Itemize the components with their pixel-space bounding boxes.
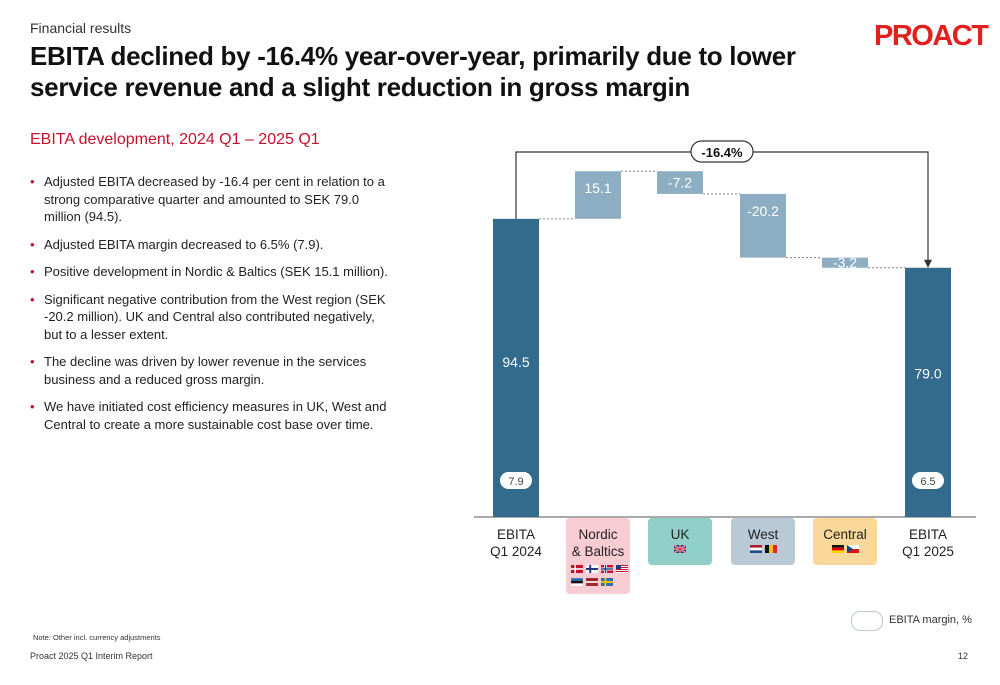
margin-label: 7.9 (508, 476, 523, 488)
flag-part (616, 565, 628, 566)
data-label: 79.0 (914, 365, 941, 381)
bullet-item: We have initiated cost efficiency measur… (30, 398, 395, 433)
flag-part (773, 545, 777, 553)
flag-part (616, 565, 621, 569)
category-label: & Baltics (572, 544, 625, 559)
footnote: Note: Other incl. currency adjustments (33, 633, 161, 642)
flag-part (847, 545, 853, 553)
flag-part (832, 547, 844, 551)
bullet-item: The decline was driven by lower revenue … (30, 353, 395, 388)
flag-part (832, 545, 844, 548)
bullet-item: Positive development in Nordic & Baltics… (30, 263, 395, 281)
category-label: EBITA (497, 527, 535, 542)
category-label: Central (823, 527, 867, 542)
bar (575, 171, 621, 219)
margin-label: 6.5 (920, 476, 935, 488)
data-label: 15.1 (584, 180, 611, 196)
flag-part (769, 545, 773, 553)
report-name: Proact 2025 Q1 Interim Report (30, 651, 153, 661)
section-kicker: Financial results (30, 20, 132, 36)
flag-part (674, 548, 686, 550)
bar (493, 218, 539, 518)
data-label: -7.2 (668, 175, 692, 191)
bullet-item: Adjusted EBITA decreased by -16.4 per ce… (30, 173, 395, 226)
flag-part (750, 545, 762, 548)
flag-part (571, 578, 583, 581)
change-pill (690, 140, 754, 163)
bar (822, 257, 868, 268)
uk-flag-icon (673, 544, 687, 554)
flag-part (586, 581, 598, 583)
legend-margin-label: EBITA margin, % (889, 614, 972, 626)
data-label: -20.2 (747, 203, 779, 219)
flag-part (586, 568, 598, 570)
page-title: EBITA declined by -16.4% year-over-year,… (30, 41, 796, 102)
flag-part (570, 577, 584, 587)
margin-pill (912, 472, 944, 489)
belgium-flag-icon (765, 545, 777, 553)
category-label: Q1 2025 (902, 544, 954, 559)
flag-part (616, 569, 628, 570)
bullet-item: Adjusted EBITA margin decreased to 6.5% … (30, 236, 395, 254)
flag-part (765, 545, 769, 553)
flag-part (571, 583, 583, 586)
category-label: EBITA (909, 527, 947, 542)
category-box (813, 518, 877, 565)
category-label: Q1 2024 (490, 544, 542, 559)
category-box (566, 518, 630, 594)
data-label: -3.2 (833, 255, 857, 271)
usa-flag-icon (616, 565, 628, 573)
flag-part (847, 549, 859, 553)
flag-part (601, 581, 613, 583)
netherlands-flag-icon (750, 545, 762, 553)
bullet-item: Significant negative contribution from t… (30, 291, 395, 344)
flag-part (616, 567, 628, 568)
bar (657, 171, 703, 194)
page-number: 12 (958, 651, 969, 661)
data-label: 94.5 (502, 354, 529, 370)
category-label: Nordic (578, 527, 617, 542)
flag-part (601, 568, 613, 570)
change-label: -16.4% (701, 145, 743, 160)
flag-part (750, 550, 762, 553)
estonia-flag-icon (570, 577, 584, 587)
flag-part (832, 550, 844, 553)
norway-flag-icon (601, 565, 613, 573)
change-arrowhead (924, 259, 932, 268)
bar (740, 193, 786, 258)
bullet-list: Adjusted EBITA decreased by -16.4 per ce… (30, 173, 395, 443)
margin-pill (500, 472, 532, 489)
flag-part (571, 568, 583, 570)
flag-part (750, 547, 762, 551)
flag-part (616, 571, 628, 572)
flag-part (571, 580, 583, 584)
czech-flag-icon (847, 545, 859, 553)
sweden-flag-icon (601, 578, 613, 586)
legend-margin-swatch (851, 611, 883, 631)
category-box (648, 518, 712, 565)
latvia-flag-icon (586, 578, 598, 586)
proact-logo: PROACT (874, 20, 989, 52)
category-label: UK (671, 527, 690, 542)
category-box (731, 518, 795, 565)
finland-flag-icon (586, 565, 598, 573)
category-label: West (748, 527, 779, 542)
chart-subtitle: EBITA development, 2024 Q1 – 2025 Q1 (30, 131, 320, 148)
denmark-flag-icon (571, 565, 583, 573)
flag-part (847, 545, 859, 549)
germany-flag-icon (832, 545, 844, 553)
